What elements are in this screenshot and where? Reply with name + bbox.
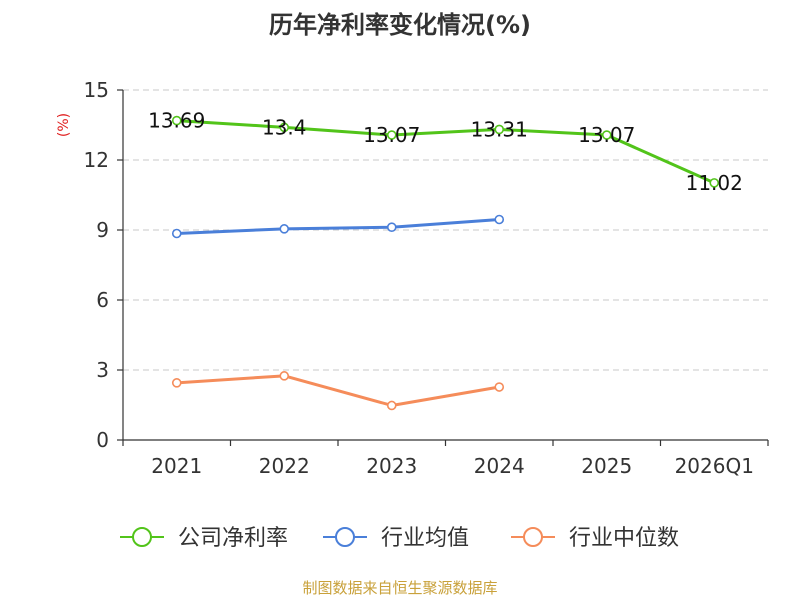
data-point: [171, 228, 182, 239]
series-group: [171, 115, 720, 411]
y-tick-label: 15: [84, 78, 109, 102]
y-tick-label: 3: [96, 358, 109, 382]
x-tick-label: 2025: [581, 454, 632, 478]
source-note: 制图数据来自恒生聚源数据库: [302, 579, 497, 597]
x-tick-label: 2023: [366, 454, 417, 478]
legend-label: 公司净利率: [178, 526, 288, 551]
data-point: [494, 382, 505, 392]
y-axis-label: (%): [56, 113, 72, 137]
y-tick-label: 6: [96, 288, 109, 312]
axes: 0 3 6 9 12 15 2021 2022 2023 2024 2025 2026Q1: [84, 78, 769, 478]
data-point: [171, 378, 182, 388]
data-point: [279, 122, 290, 133]
data-label: 13.4: [262, 115, 307, 139]
data-point: [494, 214, 505, 225]
data-labels: 13.69 13.4 13.07 13.31 13.07 11.02: [148, 109, 743, 195]
data-label: 13.07: [578, 123, 635, 147]
x-tick-label: 2022: [259, 454, 310, 478]
legend-marker: [335, 527, 355, 547]
grid-lines: [123, 89, 768, 371]
data-label: 13.31: [471, 117, 528, 141]
series-line: [176, 119, 715, 185]
data-point: [386, 400, 397, 411]
series-line: [176, 374, 500, 407]
y-tick-label: 12: [84, 148, 109, 172]
data-point: [279, 371, 290, 381]
data-point: [601, 130, 612, 140]
x-tick-label: 2024: [474, 454, 525, 478]
legend-marker: [132, 527, 152, 547]
legend-marker: [523, 527, 543, 547]
y-tick-label: 9: [96, 218, 109, 242]
legend-label: 行业中位数: [569, 526, 679, 551]
chart-title: 历年净利率变化情况(%): [269, 11, 531, 39]
legend: 公司净利率 行业均值 行业中位数: [120, 526, 679, 551]
data-point: [386, 222, 397, 232]
data-point: [494, 124, 505, 135]
legend-label: 行业均值: [381, 526, 469, 551]
data-point: [386, 130, 397, 140]
x-tick-label: 2026Q1: [675, 454, 754, 478]
data-point: [709, 178, 720, 188]
y-tick-label: 0: [96, 428, 109, 452]
data-label: 13.69: [148, 109, 205, 133]
x-tick-label: 2021: [151, 454, 202, 478]
series-line: [176, 218, 500, 235]
data-label: 13.07: [363, 123, 420, 147]
data-point: [171, 115, 182, 126]
data-label: 11.02: [686, 171, 743, 195]
data-point: [279, 224, 290, 234]
